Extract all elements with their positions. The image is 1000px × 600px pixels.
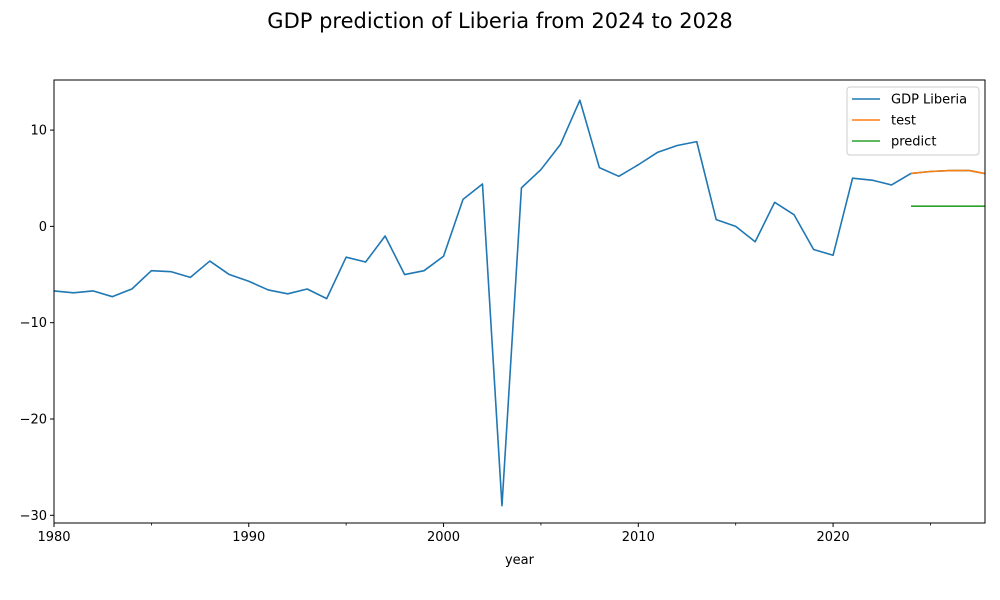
y-tick-label: 0	[39, 220, 47, 235]
plot-frame	[53, 79, 986, 524]
x-tick-label: 2000	[427, 530, 460, 545]
legend-label: test	[891, 114, 916, 129]
y-tick-label: −20	[20, 412, 47, 427]
x-tick-label: 2020	[817, 530, 850, 545]
series-line-0	[54, 99, 985, 507]
legend-label: GDP Liberia	[891, 93, 967, 108]
y-tick-label: −10	[20, 316, 47, 331]
x-tick-label: 1990	[232, 530, 265, 545]
x-tick-label: 1980	[37, 530, 70, 545]
y-tick-label: −30	[20, 509, 47, 524]
x-axis-label: year	[505, 553, 535, 568]
legend: GDP Liberia test predict	[846, 86, 980, 156]
x-axis: 1980 1990 2000 2010 2020	[37, 523, 931, 545]
legend-label: predict	[891, 135, 936, 150]
y-tick-label: 10	[30, 124, 47, 139]
x-tick-label: 2010	[622, 530, 655, 545]
y-axis: 10 0 −10 −20 −30	[20, 124, 54, 524]
legend-box	[846, 86, 980, 156]
series-layer	[54, 99, 985, 507]
chart-title: GDP prediction of Liberia from 2024 to 2…	[267, 9, 732, 33]
series-line-1	[910, 169, 985, 175]
